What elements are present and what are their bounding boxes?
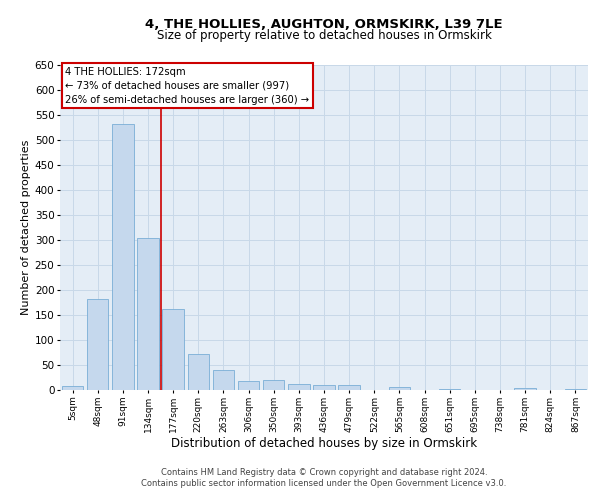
Bar bbox=[313, 385, 335, 390]
Bar bbox=[188, 354, 209, 390]
Bar bbox=[87, 298, 109, 390]
Y-axis label: Number of detached properties: Number of detached properties bbox=[20, 140, 31, 315]
Bar bbox=[112, 124, 134, 390]
Bar bbox=[565, 388, 586, 390]
Bar bbox=[338, 385, 360, 390]
Bar bbox=[514, 388, 536, 390]
Bar bbox=[137, 238, 158, 390]
Bar bbox=[288, 384, 310, 390]
Bar bbox=[62, 386, 83, 390]
Bar bbox=[163, 308, 184, 390]
Text: 4, THE HOLLIES, AUGHTON, ORMSKIRK, L39 7LE: 4, THE HOLLIES, AUGHTON, ORMSKIRK, L39 7… bbox=[145, 18, 503, 30]
Bar bbox=[238, 381, 259, 390]
Bar bbox=[389, 387, 410, 390]
X-axis label: Distribution of detached houses by size in Ormskirk: Distribution of detached houses by size … bbox=[171, 438, 477, 450]
Bar bbox=[439, 388, 460, 390]
Bar bbox=[263, 380, 284, 390]
Text: Size of property relative to detached houses in Ormskirk: Size of property relative to detached ho… bbox=[157, 29, 491, 42]
Bar bbox=[213, 370, 234, 390]
Text: Contains HM Land Registry data © Crown copyright and database right 2024.
Contai: Contains HM Land Registry data © Crown c… bbox=[142, 468, 506, 487]
Text: 4 THE HOLLIES: 172sqm
← 73% of detached houses are smaller (997)
26% of semi-det: 4 THE HOLLIES: 172sqm ← 73% of detached … bbox=[65, 66, 310, 104]
